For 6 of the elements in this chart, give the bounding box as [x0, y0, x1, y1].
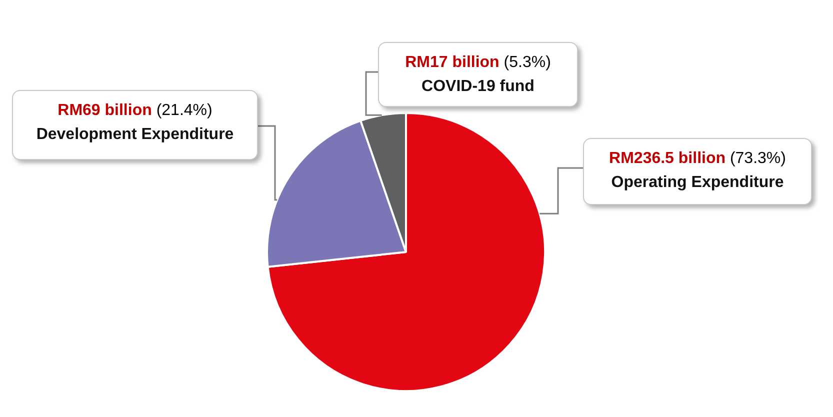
data-label: RM17 billion (5.3%): [405, 54, 551, 71]
data-label: RM236.5 billion (73.3%): [609, 150, 786, 167]
slice-label: COVID-19 fund: [420, 77, 536, 97]
slice-label: Operating Expenditure: [610, 173, 785, 193]
data-label: RM69 billion (21.4%): [58, 102, 212, 119]
slice-label: Development Expenditure: [35, 125, 235, 145]
